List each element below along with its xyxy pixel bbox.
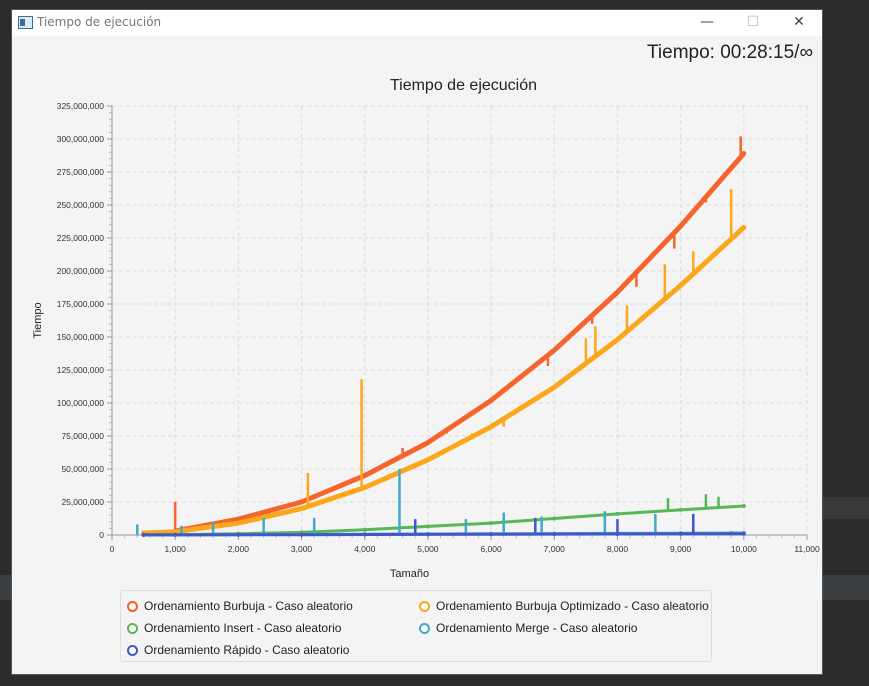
- x-axis-label: Tamaño: [390, 568, 429, 580]
- x-tick-label: 4,000: [354, 544, 376, 554]
- data-point-burbuja-opt: [615, 337, 620, 342]
- data-point-burbuja-opt: [362, 485, 367, 490]
- data-point-burbuja: [425, 440, 430, 445]
- x-tick-label: 9,000: [670, 544, 692, 554]
- elapsed-timer: Tiempo: 00:28:15/∞: [647, 42, 813, 63]
- x-tick-label: 1,000: [165, 544, 187, 554]
- data-point-burbuja-opt: [552, 385, 557, 390]
- legend-item-burbuja: Ordenamiento Burbuja - Caso aleatorio: [127, 599, 353, 613]
- data-point-burbuja-opt: [236, 521, 241, 526]
- legend-label-insert: Ordenamiento Insert - Caso aleatorio: [144, 621, 342, 635]
- legend-marker-merge: [419, 623, 430, 634]
- y-tick-label: 75,000,000: [61, 431, 104, 441]
- legend-marker-rapido: [127, 645, 138, 656]
- data-point-burbuja-opt: [489, 424, 494, 429]
- data-point-insert: [489, 521, 494, 526]
- x-tick-label: 6,000: [480, 544, 502, 554]
- series-line-rapido: [142, 532, 746, 537]
- data-point-burbuja: [489, 398, 494, 403]
- data-point-burbuja: [236, 517, 241, 522]
- x-tick-label: 2,000: [228, 544, 250, 554]
- y-tick-label: 100,000,000: [57, 398, 105, 408]
- legend-item-insert: Ordenamiento Insert - Caso aleatorio: [127, 621, 341, 635]
- y-tick-label: 250,000,000: [57, 200, 105, 210]
- x-tick-label: 5,000: [417, 544, 439, 554]
- title-bar[interactable]: Tiempo de ejecución — ☐ ✕: [12, 10, 822, 36]
- legend-marker-burbuja: [127, 601, 138, 612]
- y-tick-label: 175,000,000: [57, 299, 105, 309]
- y-tick-label: 0: [99, 530, 104, 540]
- window-title: Tiempo de ejecución: [37, 15, 162, 29]
- data-point-rapido: [236, 532, 241, 537]
- legend-label-burbuja-optimizado: Ordenamiento Burbuja Optimizado - Caso a…: [436, 599, 709, 613]
- chart-title: Tiempo de ejecución: [390, 77, 537, 94]
- legend-marker-insert: [127, 623, 138, 634]
- legend-item-burbuja-optimizado: Ordenamiento Burbuja Optimizado - Caso a…: [419, 599, 709, 613]
- plot-area: [112, 106, 807, 535]
- legend-label-rapido: Ordenamiento Rápido - Caso aleatorio: [144, 643, 350, 657]
- data-point-burbuja-opt: [741, 225, 746, 230]
- close-button[interactable]: ✕: [793, 14, 805, 30]
- data-point-burbuja: [552, 348, 557, 353]
- x-tick-label: 3,000: [291, 544, 313, 554]
- data-point-burbuja-opt: [173, 529, 178, 534]
- data-point-rapido: [552, 532, 557, 537]
- data-point-burbuja-opt: [425, 457, 430, 462]
- legend-label-merge: Ordenamiento Merge - Caso aleatorio: [436, 621, 638, 635]
- data-point-rapido: [299, 532, 304, 537]
- y-tick-label: 275,000,000: [57, 167, 105, 177]
- y-tick-label: 225,000,000: [57, 233, 105, 243]
- data-point-burbuja: [362, 473, 367, 478]
- data-point-insert: [425, 524, 430, 529]
- data-point-insert: [678, 507, 683, 512]
- maximize-button[interactable]: ☐: [746, 14, 760, 30]
- y-tick-label: 200,000,000: [57, 266, 105, 276]
- y-tick-label: 300,000,000: [57, 134, 105, 144]
- data-point-rapido: [141, 532, 146, 537]
- y-tick-label: 150,000,000: [57, 332, 105, 342]
- data-point-burbuja-opt: [299, 506, 304, 511]
- data-point-burbuja: [741, 151, 746, 156]
- data-point-insert: [741, 503, 746, 508]
- data-point-rapido: [615, 532, 620, 537]
- data-point-burbuja: [299, 500, 304, 504]
- data-point-insert: [362, 527, 367, 532]
- x-tick-label: 10,000: [731, 544, 757, 554]
- series-line-burbuja: [172, 151, 747, 534]
- legend-label-burbuja: Ordenamiento Burbuja - Caso aleatorio: [144, 599, 353, 613]
- chart-legend: Ordenamiento Burbuja - Caso aleatorio Or…: [120, 590, 712, 662]
- minimize-button[interactable]: —: [700, 14, 714, 30]
- data-point-burbuja: [678, 224, 683, 229]
- legend-marker-burbuja-optimizado: [419, 601, 430, 612]
- legend-item-rapido: Ordenamiento Rápido - Caso aleatorio: [127, 643, 349, 657]
- data-point-insert: [552, 516, 557, 521]
- app-window-icon: [18, 16, 33, 29]
- data-point-rapido: [678, 531, 683, 536]
- y-tick-label: 325,000,000: [57, 101, 105, 111]
- execution-time-chart: 0 25,000,000 50,000,000 75,000,000 100,000,0…: [32, 77, 820, 580]
- y-axis-label: Tiempo: [32, 302, 44, 338]
- data-point-rapido: [425, 532, 430, 537]
- data-point-insert: [615, 511, 620, 516]
- ide-background-right: [822, 0, 869, 686]
- x-tick-label: 0: [110, 544, 115, 554]
- ide-editor-strip: [822, 497, 869, 519]
- y-tick-label: 125,000,000: [57, 365, 105, 375]
- data-point-rapido: [489, 532, 494, 537]
- data-point-rapido: [741, 531, 746, 536]
- chart-window: Tiempo de ejecución — ☐ ✕ Tiempo: 00:28:…: [12, 10, 822, 674]
- x-tick-label: 11,000: [794, 544, 820, 554]
- data-point-rapido: [362, 532, 367, 537]
- x-tick-label: 8,000: [607, 544, 629, 554]
- y-tick-label: 50,000,000: [61, 464, 104, 474]
- data-point-burbuja: [615, 290, 620, 295]
- legend-item-merge: Ordenamiento Merge - Caso aleatorio: [419, 621, 637, 635]
- data-point-rapido: [173, 532, 178, 537]
- data-point-burbuja-opt: [678, 283, 683, 288]
- y-tick-label: 25,000,000: [61, 497, 104, 507]
- x-tick-label: 7,000: [544, 544, 566, 554]
